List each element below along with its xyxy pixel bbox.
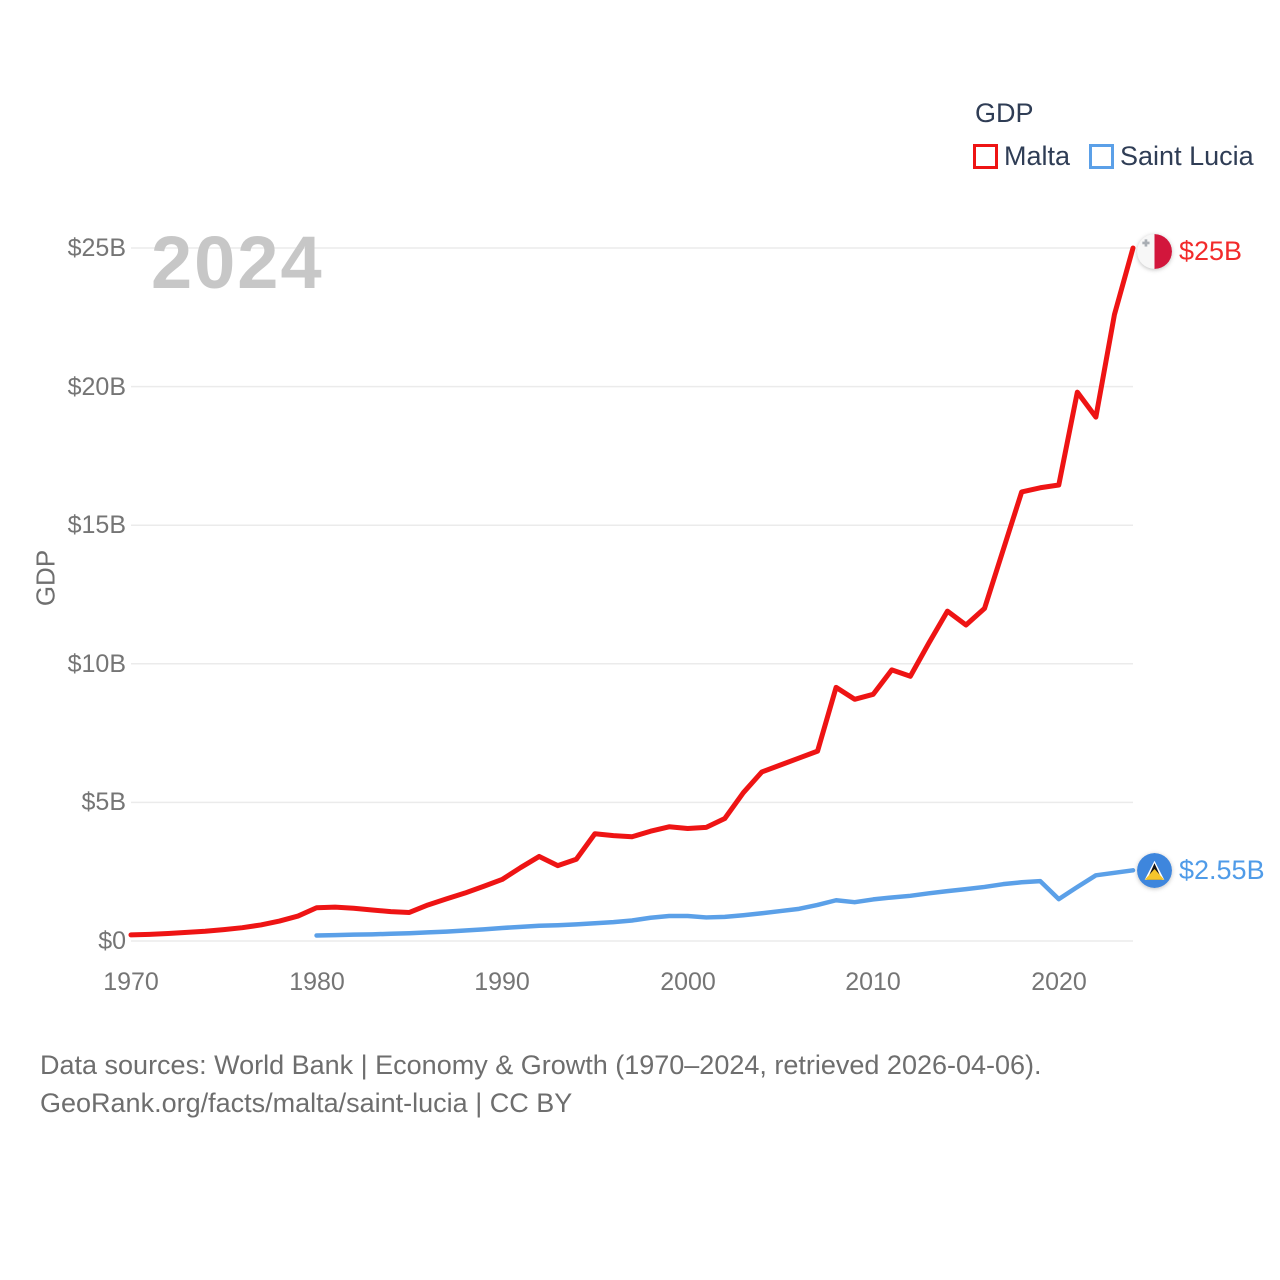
x-tick-1970: 1970 <box>103 968 159 996</box>
malta-series-swatch-icon <box>973 144 998 169</box>
saint-lucia-series-swatch-icon <box>1089 144 1115 169</box>
malta-end-value: $25B <box>1179 236 1243 266</box>
footer: Data sources: World Bank | Economy & Gro… <box>40 1046 1042 1122</box>
legend-item-malta[interactable]: Malta <box>973 141 1070 172</box>
legend-label-saint-lucia: Saint Lucia <box>1120 141 1254 171</box>
legend-items: Malta Saint Lucia <box>973 141 1254 172</box>
year-watermark: 2024 <box>151 221 324 304</box>
x-tick-2000: 2000 <box>660 968 716 996</box>
x-tick-2010: 2010 <box>845 968 901 996</box>
malta-line <box>128 245 1136 938</box>
y-tick-25b: $25B <box>67 234 126 262</box>
y-axis-title: GDP <box>30 549 61 607</box>
y-tick-15b: $15B <box>67 511 126 539</box>
saint-lucia-line <box>314 868 1136 938</box>
legend-item-saint-lucia[interactable]: Saint Lucia <box>1089 141 1254 172</box>
legend: GDP Malta Saint Lucia <box>973 100 1254 172</box>
legend-label-malta: Malta <box>1004 141 1071 171</box>
malta-flag-icon <box>1137 234 1172 269</box>
legend-title: GDP <box>975 98 1034 128</box>
data-sources-text: Data sources: World Bank | Economy & Gro… <box>40 1050 1042 1080</box>
x-tick-1980: 1980 <box>289 968 345 996</box>
malta-end-label: $25B <box>1137 234 1242 269</box>
y-tick-20b: $20B <box>67 373 126 401</box>
x-tick-1990: 1990 <box>474 968 530 996</box>
attribution-link[interactable]: GeoRank.org/facts/malta/saint-lucia | CC… <box>40 1088 573 1118</box>
y-tick-0: $0 <box>98 927 126 955</box>
saint-lucia-flag-icon <box>1137 853 1172 888</box>
x-tick-2020: 2020 <box>1031 968 1087 996</box>
y-tick-5b: $5B <box>81 788 126 816</box>
y-tick-10b: $10B <box>67 650 126 678</box>
saint-lucia-end-value: $2.55B <box>1179 855 1265 885</box>
saint-lucia-end-label: $2.55B <box>1137 853 1265 888</box>
